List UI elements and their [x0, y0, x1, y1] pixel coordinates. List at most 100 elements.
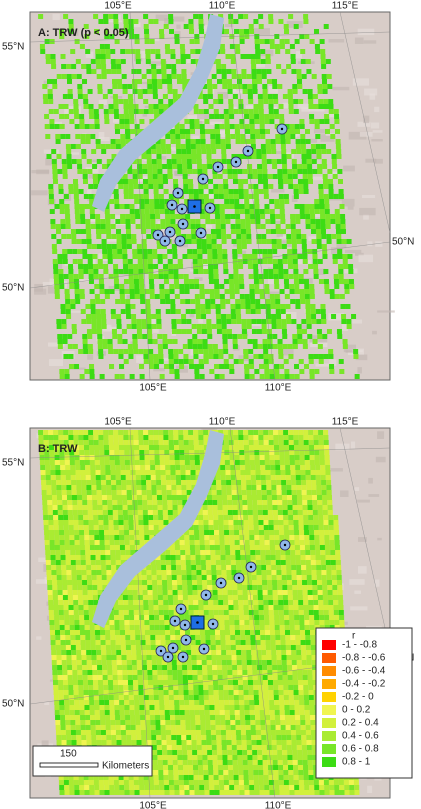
raster-cell — [95, 555, 101, 560]
raster-cell — [43, 430, 49, 435]
raster-cell — [273, 274, 279, 279]
raster-cell — [321, 490, 327, 495]
raster-cell — [59, 284, 65, 289]
raster-cell — [199, 124, 205, 129]
raster-cell — [60, 555, 66, 560]
raster-cell — [197, 339, 203, 344]
raster-cell — [323, 279, 329, 284]
raster-cell — [102, 580, 108, 585]
raster-cell — [81, 319, 87, 324]
raster-cell — [124, 114, 130, 119]
raster-cell — [105, 550, 111, 555]
raster-cell — [132, 500, 138, 505]
raster-cell — [281, 570, 287, 575]
raster-cell — [285, 555, 291, 560]
raster-cell — [310, 550, 316, 555]
raster-cell — [191, 239, 197, 244]
raster-cell — [157, 590, 163, 595]
raster-cell — [85, 465, 91, 470]
raster-cell — [135, 465, 141, 470]
raster-cell — [180, 59, 186, 64]
raster-cell — [245, 224, 251, 229]
raster-cell — [115, 59, 121, 64]
raster-cell — [38, 440, 44, 445]
raster-cell — [294, 289, 300, 294]
raster-cell — [80, 229, 86, 234]
raster-cell — [144, 204, 150, 209]
raster-cell — [167, 174, 173, 179]
raster-cell — [52, 590, 58, 595]
raster-cell — [197, 585, 203, 590]
raster-cell — [131, 69, 137, 74]
raster-cell — [73, 440, 79, 445]
raster-cell — [151, 495, 157, 500]
raster-cell — [120, 555, 126, 560]
raster-cell — [262, 585, 268, 590]
raster-cell — [215, 475, 221, 480]
raster-cell — [262, 94, 268, 99]
raster-cell — [308, 515, 314, 520]
raster-cell — [218, 349, 224, 354]
raster-cell — [171, 64, 177, 69]
raster-cell — [182, 79, 188, 84]
raster-cell — [282, 164, 288, 169]
raster-cell — [286, 565, 292, 570]
raster-cell — [77, 585, 83, 590]
raster-cell — [99, 450, 105, 455]
raster-cell — [262, 344, 268, 349]
raster-cell — [117, 84, 123, 89]
raster-cell — [221, 485, 227, 490]
raster-cell — [215, 214, 221, 219]
terrain — [371, 139, 383, 142]
raster-cell — [102, 94, 108, 99]
raster-cell — [132, 505, 138, 510]
raster-cell — [253, 525, 259, 530]
raster-cell — [47, 510, 53, 515]
raster-cell — [211, 74, 217, 79]
raster-cell — [215, 144, 221, 149]
raster-cell — [292, 344, 298, 349]
raster-cell — [97, 590, 103, 595]
raster-cell — [242, 580, 248, 585]
raster-cell — [192, 590, 198, 595]
raster-cell — [49, 119, 55, 124]
raster-cell — [162, 179, 168, 184]
raster-cell — [153, 430, 159, 435]
raster-cell — [241, 329, 247, 334]
raster-cell — [250, 54, 256, 59]
raster-cell — [113, 264, 119, 269]
raster-cell — [257, 94, 263, 99]
raster-cell — [127, 510, 133, 515]
raster-cell — [78, 349, 84, 354]
raster-cell — [244, 124, 250, 129]
raster-cell — [256, 329, 262, 334]
raster-cell — [117, 79, 123, 84]
raster-cell — [240, 465, 246, 470]
raster-cell — [89, 545, 95, 550]
terrain — [198, 318, 203, 324]
terrain — [295, 51, 303, 59]
raster-cell — [295, 144, 301, 149]
raster-cell — [272, 580, 278, 585]
raster-cell — [295, 304, 301, 309]
raster-cell — [198, 600, 204, 605]
raster-cell — [244, 545, 250, 550]
raster-cell — [65, 134, 71, 139]
raster-cell — [120, 49, 126, 54]
raster-cell — [153, 515, 159, 520]
raster-cell — [128, 349, 134, 354]
raster-cell — [173, 435, 179, 440]
raster-cell — [46, 490, 52, 495]
raster-cell — [108, 515, 114, 520]
raster-cell — [214, 545, 220, 550]
raster-cell — [194, 540, 200, 545]
raster-cell — [220, 49, 226, 54]
raster-cell — [89, 460, 95, 465]
raster-cell — [61, 319, 67, 324]
raster-cell — [101, 490, 107, 495]
raster-cell — [305, 550, 311, 555]
raster-cell — [63, 354, 69, 359]
raster-cell — [314, 199, 320, 204]
raster-cell — [84, 124, 90, 129]
raster-cell — [312, 500, 318, 505]
